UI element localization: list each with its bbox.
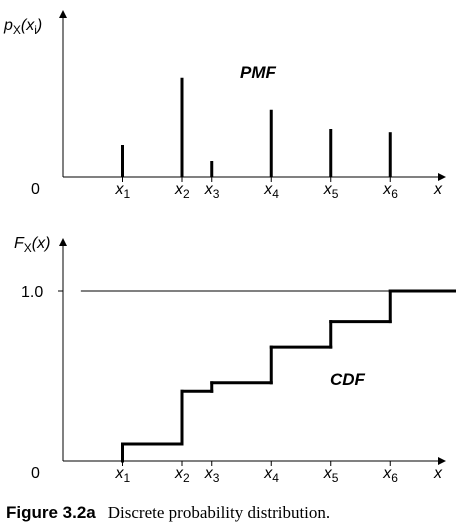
pmf-origin-label: 0 — [31, 181, 40, 198]
x-tick-label-1: x1 — [115, 465, 131, 485]
pmf-title: PMF — [240, 63, 277, 82]
cdf-y-axis-label: FX(x) — [14, 235, 50, 255]
cdf-level-label: 1.0 — [21, 284, 43, 301]
cdf-x-arrow-icon — [438, 457, 446, 465]
pmf-y-axis-label: pX(xi) — [3, 17, 42, 37]
x-tick-label-5: x5 — [323, 465, 339, 485]
cdf-y-arrow-icon — [59, 238, 67, 246]
x-tick-label-2: x2 — [174, 465, 190, 485]
pmf-panel: pX(xi) PMF 0 x x1 x2 x3 x4 x5 x6 — [3, 10, 446, 201]
cdf-title: CDF — [330, 370, 366, 389]
x-tick-label-4: x4 — [263, 181, 279, 201]
figure-caption: Figure 3.2a Discrete probability distribu… — [6, 503, 330, 523]
pmf-x-axis-label: x — [433, 181, 443, 198]
caption-label: Figure 3.2a — [6, 503, 96, 522]
cdf-origin-label: 0 — [31, 465, 40, 482]
cdf-x-axis-label: x — [433, 465, 443, 482]
x-tick-label-6: x6 — [382, 181, 398, 201]
x-tick-label-3: x3 — [204, 465, 220, 485]
figure-canvas: pX(xi) PMF 0 x x1 x2 x3 x4 x5 x6 FX(x) 1.0 CD… — [3, 10, 456, 485]
cdf-panel: FX(x) 1.0 CDF 0 x x1 x2 x3 x4 x5 x6 — [14, 235, 456, 485]
x-tick-label-2: x2 — [174, 181, 190, 201]
x-tick-label-5: x5 — [323, 181, 339, 201]
x-tick-label-1: x1 — [115, 181, 131, 201]
caption-text: Discrete probability distribution. — [107, 503, 331, 522]
x-tick-label-3: x3 — [204, 181, 220, 201]
pmf-y-arrow-icon — [59, 10, 67, 18]
x-tick-label-4: x4 — [263, 465, 279, 485]
pmf-x-arrow-icon — [438, 173, 446, 181]
x-tick-label-6: x6 — [382, 465, 398, 485]
